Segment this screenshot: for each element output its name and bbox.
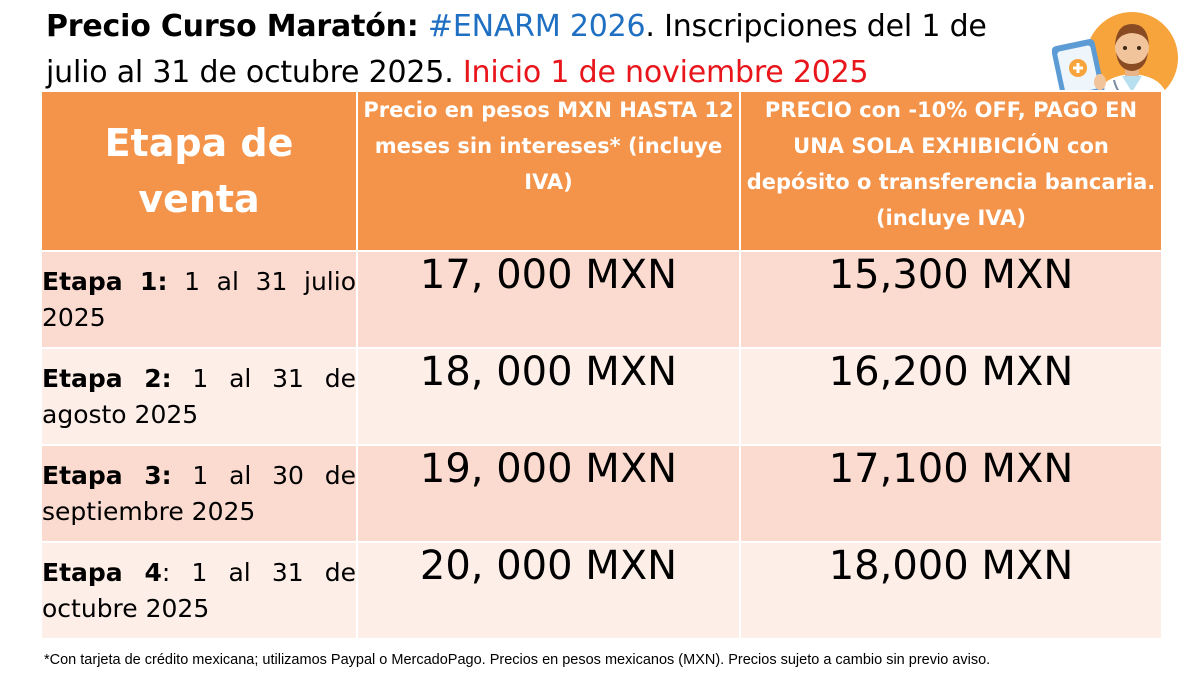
discount-price-cell: 16,200 MXN	[739, 347, 1163, 446]
discount-price-cell: 17,100 MXN	[739, 444, 1163, 543]
discount-price-cell: 18,000 MXN	[739, 541, 1163, 640]
table-row: Etapa 1: 1 al 31 julio 2025 17, 000 MXN …	[40, 250, 1163, 349]
stage-separator: :	[161, 557, 171, 587]
price-table: Etapa de venta Precio en pesos MXN HASTA…	[40, 90, 1163, 640]
title-exam-tag: #ENARM 2026	[427, 9, 646, 44]
stage-dates: 1 al 31 julio 2025	[42, 266, 356, 332]
table-row: Etapa 2: 1 al 31 de agosto 2025 18, 000 …	[40, 347, 1163, 446]
stage-label: Etapa 1:	[42, 266, 168, 296]
stage-cell: Etapa 3: 1 al 30 de septiembre 2025	[40, 444, 358, 543]
price-cell: 19, 000 MXN	[356, 444, 741, 543]
price-cell: 17, 000 MXN	[356, 250, 741, 349]
stage-cell: Etapa 2: 1 al 31 de agosto 2025	[40, 347, 358, 446]
stage-cell: Etapa 1: 1 al 31 julio 2025	[40, 250, 358, 349]
discount-price-cell: 15,300 MXN	[739, 250, 1163, 349]
stage-label: Etapa 3:	[42, 460, 172, 490]
stage-label: Etapa 2:	[42, 363, 172, 393]
table-row: Etapa 3: 1 al 30 de septiembre 2025 19, …	[40, 444, 1163, 543]
stage-dates: 1 al 31 de octubre 2025	[42, 557, 357, 623]
footnote: *Con tarjeta de crédito mexicana; utiliz…	[44, 652, 991, 668]
title-course-name: Precio Curso Maratón:	[46, 9, 419, 44]
page-title: Precio Curso Maratón: #ENARM 2026. Inscr…	[46, 4, 1056, 96]
stage-label: Etapa 4	[42, 557, 162, 587]
stage-dates: 1 al 31 de agosto 2025	[42, 363, 357, 429]
price-cell: 18, 000 MXN	[356, 347, 741, 446]
doctor-with-tablet-icon	[1052, 12, 1178, 102]
title-start-date: Inicio 1 de noviembre 2025	[462, 55, 869, 90]
price-cell: 20, 000 MXN	[356, 541, 741, 640]
table-row: Etapa 4: 1 al 31 de octubre 2025 20, 000…	[40, 541, 1163, 640]
table-header-row: Etapa de venta Precio en pesos MXN HASTA…	[40, 90, 1163, 252]
stage-cell: Etapa 4: 1 al 31 de octubre 2025	[40, 541, 358, 640]
header-installments-price: Precio en pesos MXN HASTA 12 meses sin i…	[356, 90, 741, 252]
header-discount-price: PRECIO con -10% OFF, PAGO EN UNA SOLA EX…	[739, 90, 1163, 252]
header-stage: Etapa de venta	[40, 90, 358, 252]
stage-dates: 1 al 30 de septiembre 2025	[42, 460, 357, 526]
title-registration-dates: . Inscripciones del 1 de julio al 31 de …	[46, 9, 987, 90]
